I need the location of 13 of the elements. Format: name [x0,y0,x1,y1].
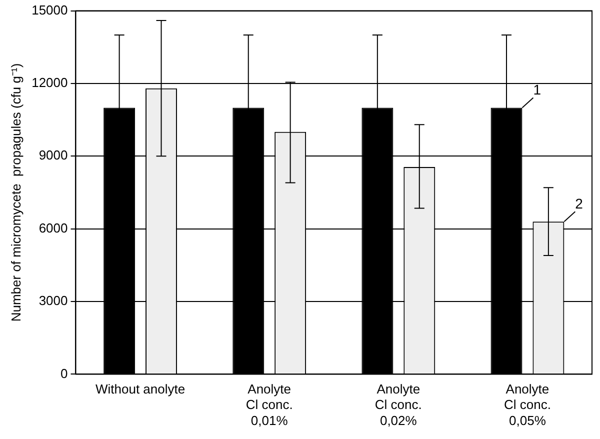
y-axis-title: Number of micromycete propagules (cfu g⁻¹) [8,63,24,322]
y-tick-label: 3000 [38,293,68,308]
y-tick-label: 6000 [38,220,68,236]
x-tick-label: Anolyte Cl conc. 0,02% [374,382,422,428]
y-tick-label: 15000 [32,2,68,18]
y-tick-label: 9000 [38,148,68,163]
annotation: 1 [533,82,542,98]
x-tick-label: Without anolyte [95,382,186,397]
y-tick-label: 12000 [32,75,68,90]
x-tick-label: Anolyte Cl conc. 0,05% [504,382,551,428]
x-tick-label: Anolyte Cl conc. 0,01% [246,382,293,428]
y-tick-label: 0 [60,366,68,381]
annotation: 2 [575,195,584,212]
